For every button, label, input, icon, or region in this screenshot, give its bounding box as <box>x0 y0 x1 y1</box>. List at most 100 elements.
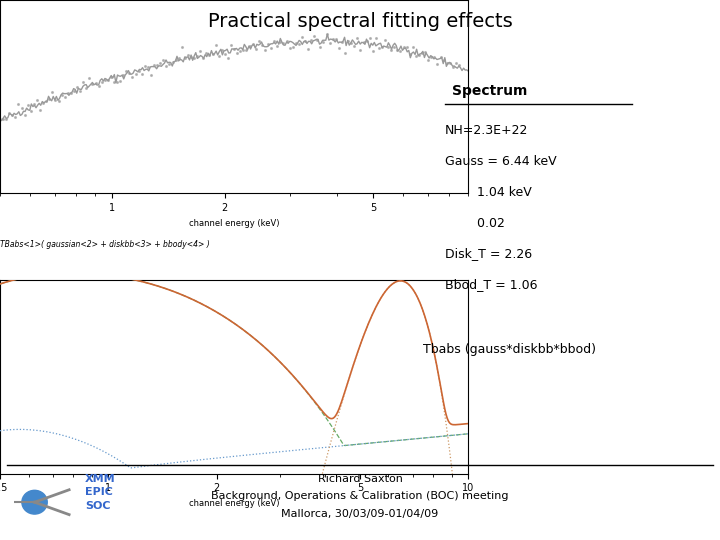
Point <box>213 51 225 60</box>
Point <box>78 78 89 86</box>
Point <box>158 56 169 64</box>
Point <box>167 58 179 66</box>
Text: Richard Saxton: Richard Saxton <box>318 474 402 484</box>
Point <box>207 50 218 59</box>
Point <box>385 45 397 54</box>
Circle shape <box>22 490 48 514</box>
Point <box>6 110 18 119</box>
Point <box>438 55 449 64</box>
Point <box>204 50 215 59</box>
Point <box>145 70 157 79</box>
Point <box>379 36 391 44</box>
Point <box>0 114 9 123</box>
Point <box>222 53 234 62</box>
Point <box>318 38 329 46</box>
Point <box>293 39 305 48</box>
Point <box>305 35 317 44</box>
Point <box>404 50 415 58</box>
Point <box>50 96 61 104</box>
Point <box>59 92 71 101</box>
Point <box>281 37 292 45</box>
Point <box>163 59 175 68</box>
Point <box>271 42 283 51</box>
Point <box>410 52 422 60</box>
Point <box>65 89 76 98</box>
Point <box>99 75 110 84</box>
Point <box>327 35 338 44</box>
Point <box>176 43 187 52</box>
Point <box>259 46 271 55</box>
Text: 0.02: 0.02 <box>445 217 505 230</box>
Point <box>324 39 336 48</box>
Point <box>179 54 191 63</box>
Point <box>192 51 203 60</box>
Point <box>274 38 286 46</box>
Point <box>238 46 249 55</box>
Point <box>231 49 243 57</box>
Text: Tbabs (gauss*diskbb*bbod): Tbabs (gauss*diskbb*bbod) <box>423 343 596 356</box>
Point <box>278 39 289 48</box>
Point <box>210 41 222 50</box>
Point <box>435 53 446 62</box>
Point <box>47 88 58 97</box>
X-axis label: channel energy (keV): channel energy (keV) <box>189 219 279 228</box>
Point <box>339 49 351 58</box>
Text: XMM
EPIC
SOC: XMM EPIC SOC <box>85 474 116 510</box>
Text: Bbod_T = 1.06: Bbod_T = 1.06 <box>445 278 537 291</box>
Point <box>225 41 237 50</box>
Point <box>312 36 323 44</box>
Point <box>389 43 400 51</box>
Point <box>370 33 382 42</box>
Point <box>364 33 375 42</box>
Point <box>358 38 369 46</box>
Point <box>151 60 163 69</box>
Point <box>13 99 24 108</box>
Point <box>68 86 80 95</box>
Point <box>343 36 354 45</box>
Point <box>139 62 150 71</box>
X-axis label: channel energy (keV): channel energy (keV) <box>189 499 279 508</box>
Point <box>136 69 148 78</box>
Point <box>25 107 37 116</box>
Point <box>117 71 129 79</box>
Point <box>112 78 123 86</box>
Point <box>96 78 107 86</box>
Point <box>22 101 34 110</box>
Point <box>219 49 230 58</box>
Point <box>148 60 160 69</box>
Point <box>432 60 444 69</box>
Point <box>86 79 98 88</box>
Text: 1.04 keV: 1.04 keV <box>445 186 531 199</box>
Point <box>93 82 104 90</box>
Point <box>287 42 298 51</box>
Point <box>4 109 15 117</box>
Point <box>173 54 184 63</box>
Text: Mallorca, 30/03/09-01/04/09: Mallorca, 30/03/09-01/04/09 <box>282 509 438 519</box>
Point <box>142 63 153 72</box>
Text: Gauss = 6.44 keV: Gauss = 6.44 keV <box>445 155 557 168</box>
Point <box>9 112 21 121</box>
Point <box>40 96 52 105</box>
Point <box>377 43 388 51</box>
Point <box>161 62 172 70</box>
Point <box>90 78 102 87</box>
Point <box>28 100 40 109</box>
Point <box>355 45 366 54</box>
Text: Spectrum: Spectrum <box>452 84 528 98</box>
Point <box>154 59 166 68</box>
Point <box>333 44 345 53</box>
Point <box>0 115 6 124</box>
Point <box>330 35 341 43</box>
Point <box>71 83 83 91</box>
Point <box>373 43 384 52</box>
Point <box>450 58 462 67</box>
Point <box>216 45 228 54</box>
Point <box>444 59 456 68</box>
Text: Background, Operations & Calibration (BOC) meeting: Background, Operations & Calibration (BO… <box>211 491 509 502</box>
Point <box>256 40 268 49</box>
Text: TBabs<1>( gaussian<2> + diskbb<3> + bbody<4> ): TBabs<1>( gaussian<2> + diskbb<3> + bbod… <box>0 240 210 248</box>
Point <box>201 49 212 58</box>
Point <box>308 32 320 40</box>
Point <box>398 43 410 51</box>
Point <box>382 43 394 52</box>
